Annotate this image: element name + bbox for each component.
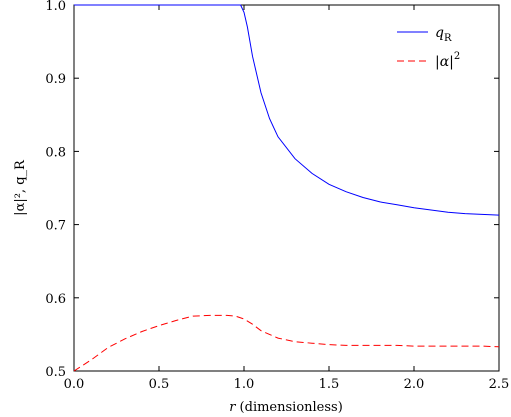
y-tick-label: 0.5 (45, 365, 66, 380)
legend-qr-main: q (435, 25, 444, 41)
legend-text-alpha: |α|2 (435, 51, 460, 70)
legend-alpha-sup: 2 (454, 51, 460, 62)
plot-frame (73, 4, 500, 372)
x-tick-label: 1.0 (234, 377, 255, 392)
x-tick-label: 2.0 (404, 377, 425, 392)
x-axis-label: r (dimensionless) (229, 400, 343, 415)
x-tick-label: 0.0 (64, 377, 85, 392)
x-tick-label: 0.5 (149, 377, 170, 392)
x-tick-label: 2.5 (489, 377, 510, 392)
series-layer (73, 4, 500, 372)
legend-qr-sub: R (444, 33, 452, 44)
y-tick-label: 0.8 (45, 145, 66, 160)
series-line-qr (74, 4, 500, 216)
y-tick-label: 0.6 (45, 292, 66, 307)
x-axis-label-var: r (229, 400, 236, 415)
legend: qR |α|2 (397, 25, 460, 70)
y-axis-label: |α|², q_R (13, 159, 28, 216)
y-tick-label: 0.7 (45, 219, 66, 234)
series-line-alpha (73, 314, 500, 372)
legend-text-qr: qR (435, 25, 452, 44)
x-tick-label: 1.5 (319, 377, 340, 392)
legend-alpha-main: |α| (435, 54, 454, 70)
y-tick-label: 0.9 (45, 72, 66, 87)
x-axis-label-rest: (dimensionless) (235, 400, 342, 415)
y-tick-label: 1.0 (45, 0, 66, 14)
ticks: 0.0 0.5 1.0 1.5 2.0 2.50.50.60.70.80.91.0 (45, 0, 509, 392)
